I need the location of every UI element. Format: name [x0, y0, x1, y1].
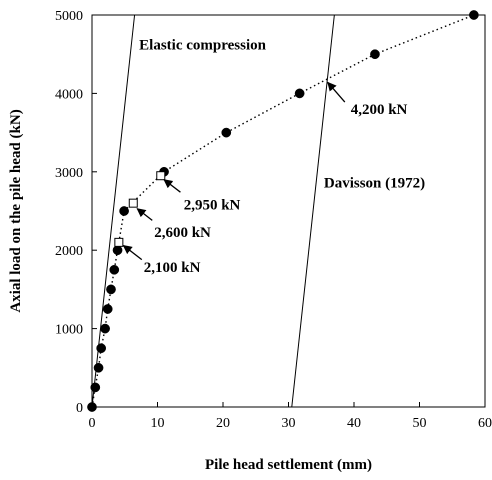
- y-tick-label: 3000: [55, 166, 83, 181]
- data-point-circle: [93, 362, 104, 373]
- data-markers-group: [87, 10, 479, 412]
- axes-group: 0 10 20 30 40 50 60 0 1000 2000 3000 4000 5000: [55, 9, 492, 431]
- x-tick-label: 50: [413, 416, 427, 431]
- x-axis-title: Pile head settlement (mm): [205, 457, 372, 473]
- data-point-circle: [221, 127, 232, 138]
- data-point-circle: [119, 206, 129, 216]
- plot-frame: [91, 14, 486, 408]
- annotations-group: Elastic compression Davisson (1972) 4,200 …: [122, 37, 425, 276]
- reference-line: [91, 14, 136, 408]
- y-axis-title: Axial load on the pile head (kN): [8, 109, 24, 312]
- annotation-label: 2,600 kN: [154, 225, 211, 241]
- reference-lines-group: [91, 14, 335, 408]
- data-point-circle: [294, 88, 305, 99]
- dotted-trend-group: [91, 14, 475, 408]
- data-point-circle: [106, 284, 116, 295]
- x-tick-label: 30: [282, 416, 296, 431]
- annotation-label: 4,200 kN: [351, 102, 408, 118]
- y-tick-label: 1000: [55, 323, 83, 338]
- x-tick-label: 60: [478, 416, 492, 431]
- data-point-circle: [90, 382, 101, 393]
- annotation-arrow: [163, 179, 181, 193]
- annotation-label: Davisson (1972): [324, 175, 425, 191]
- dotted-trend-line: [91, 14, 475, 408]
- data-point-circle: [102, 304, 113, 314]
- data-point-circle: [109, 264, 120, 275]
- y-tick-label: 0: [76, 401, 83, 416]
- data-point-square: [128, 198, 138, 208]
- data-point-circle: [112, 245, 123, 256]
- annotation-arrow: [327, 81, 346, 103]
- annotation-label: 2,100 kN: [144, 260, 201, 276]
- y-tick-label: 4000: [55, 87, 83, 102]
- data-point-square: [114, 237, 124, 247]
- x-tick-label: 40: [347, 416, 361, 431]
- x-tick-label: 20: [216, 416, 230, 431]
- y-tick-label: 5000: [55, 9, 83, 24]
- data-point-circle: [100, 323, 110, 334]
- y-tick-label: 2000: [55, 244, 83, 259]
- data-point-circle: [370, 49, 380, 60]
- data-point-circle: [96, 343, 107, 354]
- x-tick-label: 10: [151, 416, 165, 431]
- annotation-label: Elastic compression: [139, 37, 266, 53]
- annotation-arrow: [122, 244, 143, 261]
- x-tick-label: 0: [89, 416, 96, 431]
- data-point-square: [156, 171, 166, 181]
- reference-line: [291, 14, 335, 408]
- annotation-label: 2,950 kN: [184, 197, 241, 213]
- annotation-arrow: [136, 208, 153, 221]
